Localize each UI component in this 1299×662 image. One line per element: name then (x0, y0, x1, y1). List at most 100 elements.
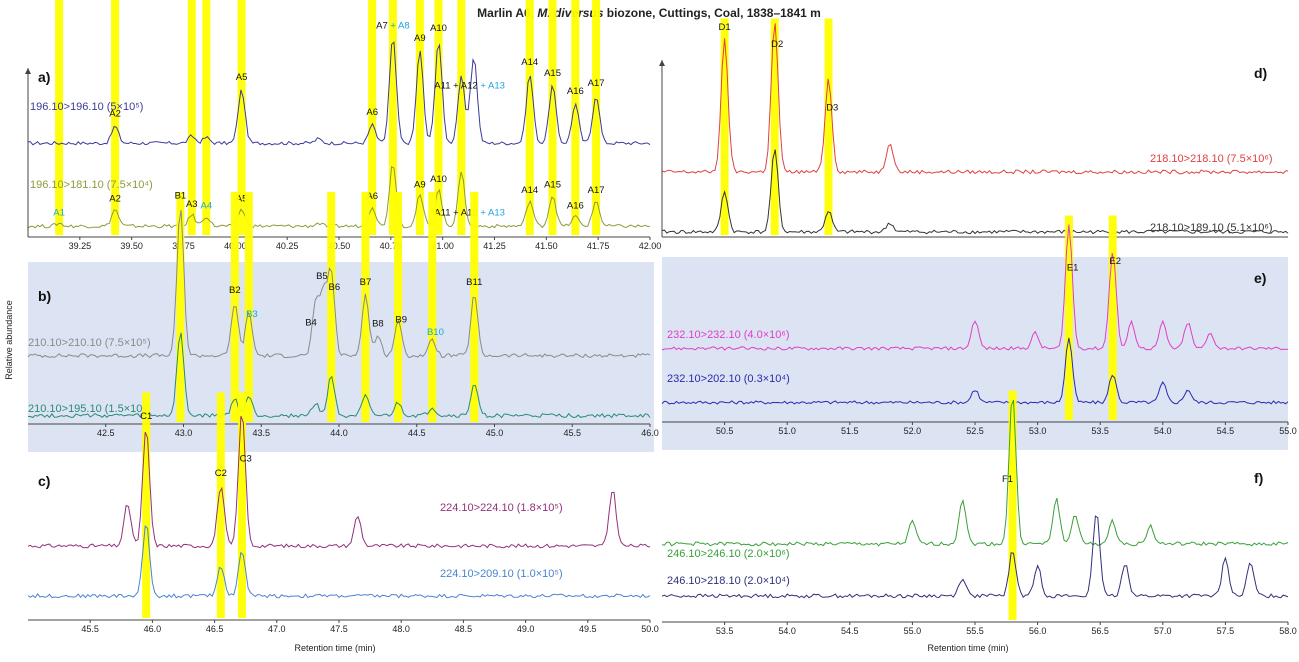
peak-label: E2 (1109, 256, 1121, 267)
peak-highlight (202, 0, 211, 235)
tick-label: 44.5 (408, 428, 426, 438)
peak-label: B5 (316, 271, 328, 282)
tick-label: 54.0 (1154, 426, 1172, 436)
peak-highlight (548, 0, 557, 235)
tick-label: 51.5 (841, 426, 859, 436)
tick-label: 51.0 (778, 426, 796, 436)
series-label: 232.10>232.10 (4.0×10⁶) (667, 329, 790, 341)
peak-label: A4 (200, 201, 212, 212)
peak-label: A16 (567, 86, 584, 97)
peak-highlight (1108, 215, 1117, 420)
panel-shade (662, 257, 1288, 450)
peak-highlight (368, 0, 377, 235)
peak-label: D3 (826, 103, 838, 114)
series-line (661, 23, 1288, 175)
tick-label: 58.0 (1279, 626, 1297, 636)
peak-label: C2 (215, 468, 227, 479)
panel-a: 196.10>196.10 (5×10⁵) 196.10>181.10 (7.5×… (25, 0, 661, 251)
tick-label: 53.5 (716, 626, 734, 636)
peak-label: A10 (430, 174, 447, 185)
peak-highlight (237, 0, 246, 235)
tick-label: 55.0 (1279, 426, 1297, 436)
tick-label: 45.5 (563, 428, 581, 438)
peak-highlight (415, 0, 424, 235)
peak-highlight (142, 392, 151, 618)
peak-label: A7 + A8 (376, 20, 410, 31)
series-line (27, 165, 651, 229)
peak-label: A6 (366, 191, 378, 202)
series-label: 224.10>209.10 (1.0×10⁵) (440, 568, 563, 580)
tick-label: 49.0 (517, 624, 535, 634)
tick-label: 57.5 (1217, 626, 1235, 636)
tick-label: 54.0 (778, 626, 796, 636)
tick-label: 55.0 (904, 626, 922, 636)
tick-label: 40.50 (328, 241, 351, 251)
tick-label: 56.0 (1029, 626, 1047, 636)
peak-label: B4 (305, 317, 317, 328)
peak-highlight (571, 0, 580, 235)
peak-highlight (55, 0, 64, 235)
peak-label: A11 + A12 + A13 (434, 208, 505, 219)
panel-letter: c) (38, 473, 50, 489)
panel-letter: f) (1254, 470, 1263, 486)
peak-label: A9 (414, 33, 426, 44)
tick-label: 52.0 (904, 426, 922, 436)
series-label: 246.10>246.10 (2.0×10⁶) (667, 548, 790, 560)
peak-highlight (592, 0, 601, 235)
series-label: 246.10>218.10 (2.0×10⁴) (667, 575, 790, 587)
peak-highlight (434, 0, 443, 235)
peak-label: B10 (427, 327, 444, 338)
panel-letter: e) (1254, 270, 1266, 286)
tick-label: 40.75 (380, 241, 403, 251)
peak-label: A5 (236, 72, 248, 83)
tick-label: 45.0 (486, 428, 504, 438)
panel-letter: b) (38, 288, 51, 304)
peak-label: B1 (175, 190, 187, 201)
series-label: 196.10>196.10 (5×10⁵) (30, 101, 143, 113)
tick-label: 43.5 (252, 428, 270, 438)
tick-label: 44.0 (330, 428, 348, 438)
panel-f: 246.10>246.10 (2.0×10⁶) 246.10>218.10 (2.… (661, 390, 1297, 636)
peak-highlight (824, 18, 833, 235)
peak-label: B11 (466, 277, 482, 288)
peak-label: A16 (567, 201, 584, 212)
tick-label: 48.5 (455, 624, 473, 634)
peak-label: C1 (140, 411, 152, 422)
peak-label: F1 (1002, 474, 1013, 485)
peak-label: C3 (240, 454, 252, 465)
peak-label: A17 (588, 185, 605, 196)
series-label: 196.10>181.10 (7.5×10⁴) (30, 179, 153, 191)
peak-label: A2 (109, 109, 121, 120)
tick-label: 45.5 (81, 624, 99, 634)
peak-highlight (176, 192, 185, 422)
tick-label: 41.00 (431, 241, 454, 251)
tick-label: 49.5 (579, 624, 597, 634)
tick-label: 48.0 (392, 624, 410, 634)
tick-label: 54.5 (1217, 426, 1235, 436)
peak-highlight (111, 0, 120, 235)
peak-label: A15 (544, 68, 561, 79)
tick-label: 57.0 (1154, 626, 1172, 636)
peak-label: A5 (236, 194, 248, 205)
x-axis-label-right: Retention time (min) (927, 643, 1008, 653)
peak-highlight (388, 0, 397, 235)
peak-label: A10 (430, 23, 447, 34)
peak-highlight (187, 0, 196, 235)
peak-highlight (1064, 215, 1073, 420)
peak-label: B8 (372, 318, 384, 329)
tick-label: 53.5 (1091, 426, 1109, 436)
peak-label: A17 (588, 78, 605, 89)
peak-label: B9 (395, 314, 407, 325)
peak-label: A14 (521, 185, 538, 196)
peak-highlight (394, 192, 403, 422)
series-line (661, 515, 1289, 599)
series-label: 232.10>202.10 (0.3×10⁴) (667, 373, 790, 385)
peak-label: A1 (53, 208, 65, 219)
peak-label: D2 (771, 39, 783, 50)
series-label: 218.10>189.10 (5.1×10⁶) (1150, 222, 1273, 234)
panel-letter: a) (38, 69, 50, 85)
peak-highlight (216, 392, 225, 618)
y-axis-arrow (25, 68, 31, 74)
tick-label: 46.5 (206, 624, 224, 634)
